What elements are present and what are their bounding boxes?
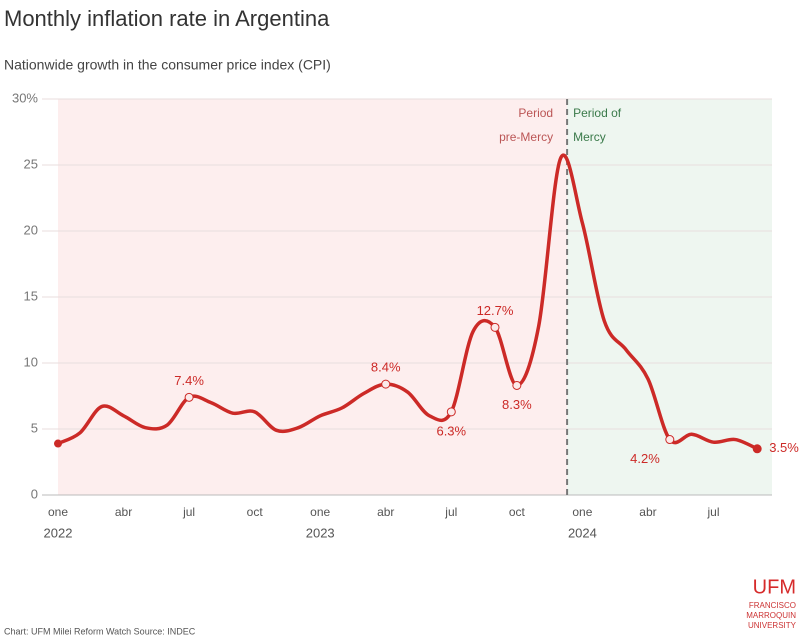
y-tick-label: 5	[31, 420, 38, 435]
y-tick-label: 0	[31, 486, 38, 501]
y-tick-label: 15	[24, 288, 38, 303]
point-marker	[490, 322, 500, 332]
point-marker	[512, 380, 522, 390]
data-label: 3.5%	[769, 440, 799, 455]
x-tick-label: one	[48, 505, 68, 519]
chart-subtitle: Nationwide growth in the consumer price …	[4, 57, 331, 73]
annotation: Mercy	[573, 130, 606, 144]
start-point	[54, 439, 62, 448]
data-label: 7.4%	[174, 373, 204, 388]
x-tick-label: jul	[182, 505, 195, 519]
x-tick-label: abr	[639, 505, 656, 519]
annotation: Period of	[573, 106, 622, 120]
point-marker	[381, 379, 391, 389]
point-marker	[752, 444, 762, 454]
data-label: 8.4%	[371, 360, 401, 375]
x-tick-label: one	[572, 505, 592, 519]
logo: UFM	[753, 576, 796, 598]
year-label: 2023	[306, 525, 335, 540]
y-tick-label: 10	[24, 354, 38, 369]
chart-title: Monthly inflation rate in Argentina	[4, 6, 330, 31]
x-tick-label: abr	[377, 505, 394, 519]
x-tick-label: jul	[706, 505, 719, 519]
logo-line: FRANCISCO	[749, 601, 796, 610]
point-marker	[184, 392, 194, 402]
y-tick-label: 20	[24, 222, 38, 237]
annotation: pre-Mercy	[499, 130, 553, 144]
annotation: Period	[518, 106, 553, 120]
logo-line: UNIVERSITY	[748, 621, 797, 630]
x-tick-label: oct	[509, 505, 526, 519]
x-tick-label: one	[310, 505, 330, 519]
x-tick-label: oct	[247, 505, 264, 519]
data-label: 6.3%	[436, 423, 466, 438]
data-label: 8.3%	[502, 397, 532, 412]
point-marker	[665, 435, 675, 445]
data-label: 4.2%	[630, 451, 660, 466]
series-line	[57, 153, 758, 451]
year-label: 2024	[568, 525, 597, 540]
y-tick-label: 30%	[12, 90, 38, 105]
x-tick-label: jul	[444, 505, 457, 519]
y-tick-label: 25	[24, 156, 38, 171]
logo-line: MARROQUIN	[746, 611, 796, 620]
source: Chart: UFM Milei Reform Watch Source: IN…	[4, 626, 196, 636]
x-tick-label: abr	[115, 505, 132, 519]
data-label: 12.7%	[477, 303, 514, 318]
year-label: 2022	[44, 525, 73, 540]
point-marker	[446, 407, 456, 417]
